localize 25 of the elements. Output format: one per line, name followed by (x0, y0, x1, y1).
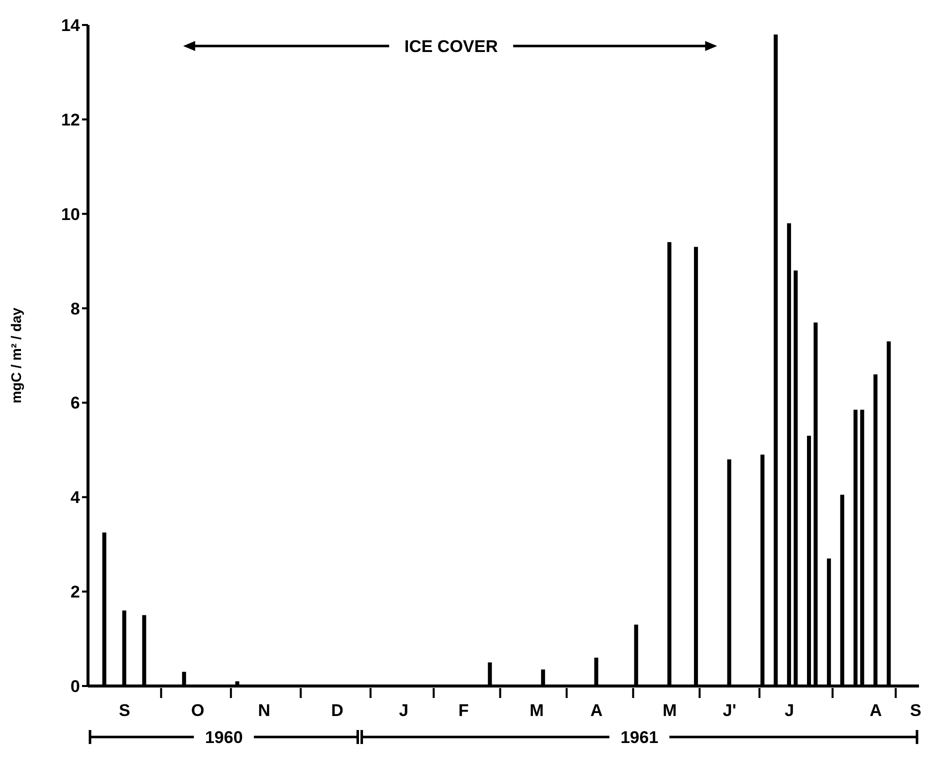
annotation: ICE COVER (404, 37, 498, 56)
x-tick-label: S (118, 701, 130, 720)
x-tick-label: J (399, 701, 409, 720)
x-tick-label: O (191, 701, 204, 720)
y-tick-label: 10 (61, 204, 80, 224)
text: 1960 (204, 728, 243, 747)
y-tick-label: 12 (61, 110, 80, 130)
x-tick-label: M (530, 701, 544, 720)
x-tick-label: N (258, 701, 270, 720)
x-tick-label: J (784, 701, 794, 720)
text: 1961 (620, 728, 658, 747)
y-axis-title: mgC / m² / day (8, 307, 24, 404)
x-tick-label: J' (722, 701, 736, 720)
x-tick-label: A (870, 701, 882, 720)
x-tick-label: F (458, 701, 469, 720)
x-tick-label: D (331, 701, 344, 720)
y-tick-label: 4 (70, 488, 81, 508)
y-tick-label: 2 (70, 582, 80, 602)
y-tick-label: 14 (61, 16, 81, 36)
x-tick-label: A (590, 701, 603, 720)
x-tick-label: S (910, 701, 922, 720)
x-tick-label: M (662, 701, 677, 720)
y-tick-label: 6 (70, 394, 80, 413)
y-tick-label: 8 (70, 299, 80, 318)
y-tick-label: 0 (70, 677, 80, 696)
